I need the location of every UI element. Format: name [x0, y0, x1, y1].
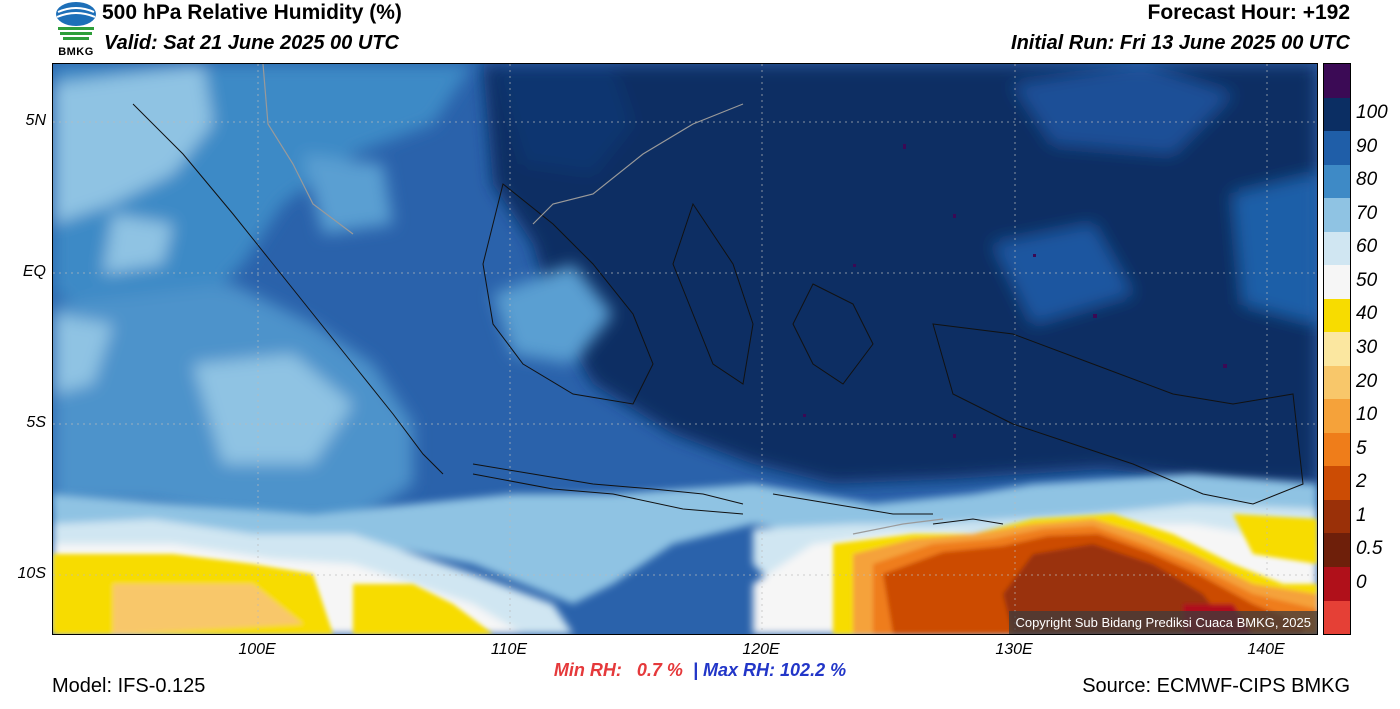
source-label: Source: ECMWF-CIPS BMKG: [1082, 675, 1350, 697]
colorbar-segment: [1324, 64, 1350, 98]
colorbar-label: 80: [1356, 169, 1378, 191]
y-label-5n: 5N: [25, 112, 46, 129]
copyright-notice: Copyright Sub Bidang Prediksi Cuaca BMKG…: [1009, 611, 1317, 634]
colorbar-label: 100: [1356, 102, 1388, 124]
min-rh-label: Min RH:: [553, 660, 622, 680]
y-label-10s: 10S: [17, 565, 46, 582]
forecast-hour: Forecast Hour: +192: [1147, 1, 1351, 24]
colorbar-label: 10: [1356, 404, 1378, 426]
colorbar-segment: [1324, 466, 1350, 500]
logo-text: BMKG: [58, 46, 94, 58]
coastlines: [132, 103, 1304, 525]
colorbar-label: 2: [1356, 471, 1367, 493]
colorbar-label: 1: [1356, 504, 1367, 526]
colorbar-segment: [1324, 432, 1350, 467]
x-label-110e: 110E: [490, 641, 528, 658]
y-label-5s: 5S: [26, 414, 46, 431]
model-label: Model: IFS-0.125: [52, 675, 206, 697]
humidity-map: Copyright Sub Bidang Prediksi Cuaca BMKG…: [52, 63, 1318, 635]
humidity-field: [53, 64, 1317, 634]
colorbar-label: 0: [1356, 571, 1367, 593]
colorbar-label: 30: [1356, 337, 1378, 358]
colorbar-segment: [1324, 298, 1350, 333]
min-rh-value: 0.7 %: [636, 660, 683, 680]
colorbar-segment: [1324, 164, 1350, 199]
max-rh-label: Max RH:: [703, 660, 776, 680]
colorbar-segment: [1324, 332, 1350, 366]
colorbar-segment: [1324, 231, 1350, 266]
max-rh-value: 102.2 %: [780, 660, 847, 680]
x-label-130e: 130E: [995, 641, 1033, 658]
valid-time: Valid: Sat 21 June 2025 00 UTC: [104, 32, 399, 54]
colorbar-segment: [1324, 365, 1350, 400]
initial-run: Initial Run: Fri 13 June 2025 00 UTC: [1011, 32, 1350, 54]
x-label-100e: 100E: [238, 641, 276, 658]
colorbar-segment: [1324, 499, 1350, 534]
map-title: 500 hPa Relative Humidity (%): [102, 1, 402, 24]
colorbar-label: 60: [1356, 236, 1378, 258]
min-max-readout: Min RH: 0.7 % | Max RH: 102.2 %: [0, 660, 1400, 681]
colorbar: [1323, 63, 1351, 635]
x-label-120e: 120E: [742, 641, 780, 658]
y-label-eq: EQ: [22, 263, 46, 280]
colorbar-segment: [1324, 399, 1350, 433]
colorbar-segment: [1324, 131, 1350, 165]
colorbar-label: 70: [1356, 202, 1378, 224]
colorbar-label: 50: [1356, 269, 1378, 291]
colorbar-segment: [1324, 566, 1350, 601]
colorbar-label: 20: [1356, 370, 1378, 392]
colorbar-label: 5: [1356, 437, 1367, 459]
colorbar-segment: [1324, 600, 1350, 635]
x-label-140e: 140E: [1247, 641, 1285, 658]
colorbar-label: 0.5: [1356, 538, 1383, 560]
bmkg-logo: [52, 0, 100, 60]
colorbar-segment: [1324, 97, 1350, 132]
colorbar-label: 90: [1356, 135, 1378, 157]
separator: |: [692, 660, 698, 680]
colorbar-segment: [1324, 533, 1350, 567]
colorbar-label: 40: [1356, 303, 1378, 325]
colorbar-segment: [1324, 198, 1350, 232]
colorbar-segment: [1324, 265, 1350, 299]
